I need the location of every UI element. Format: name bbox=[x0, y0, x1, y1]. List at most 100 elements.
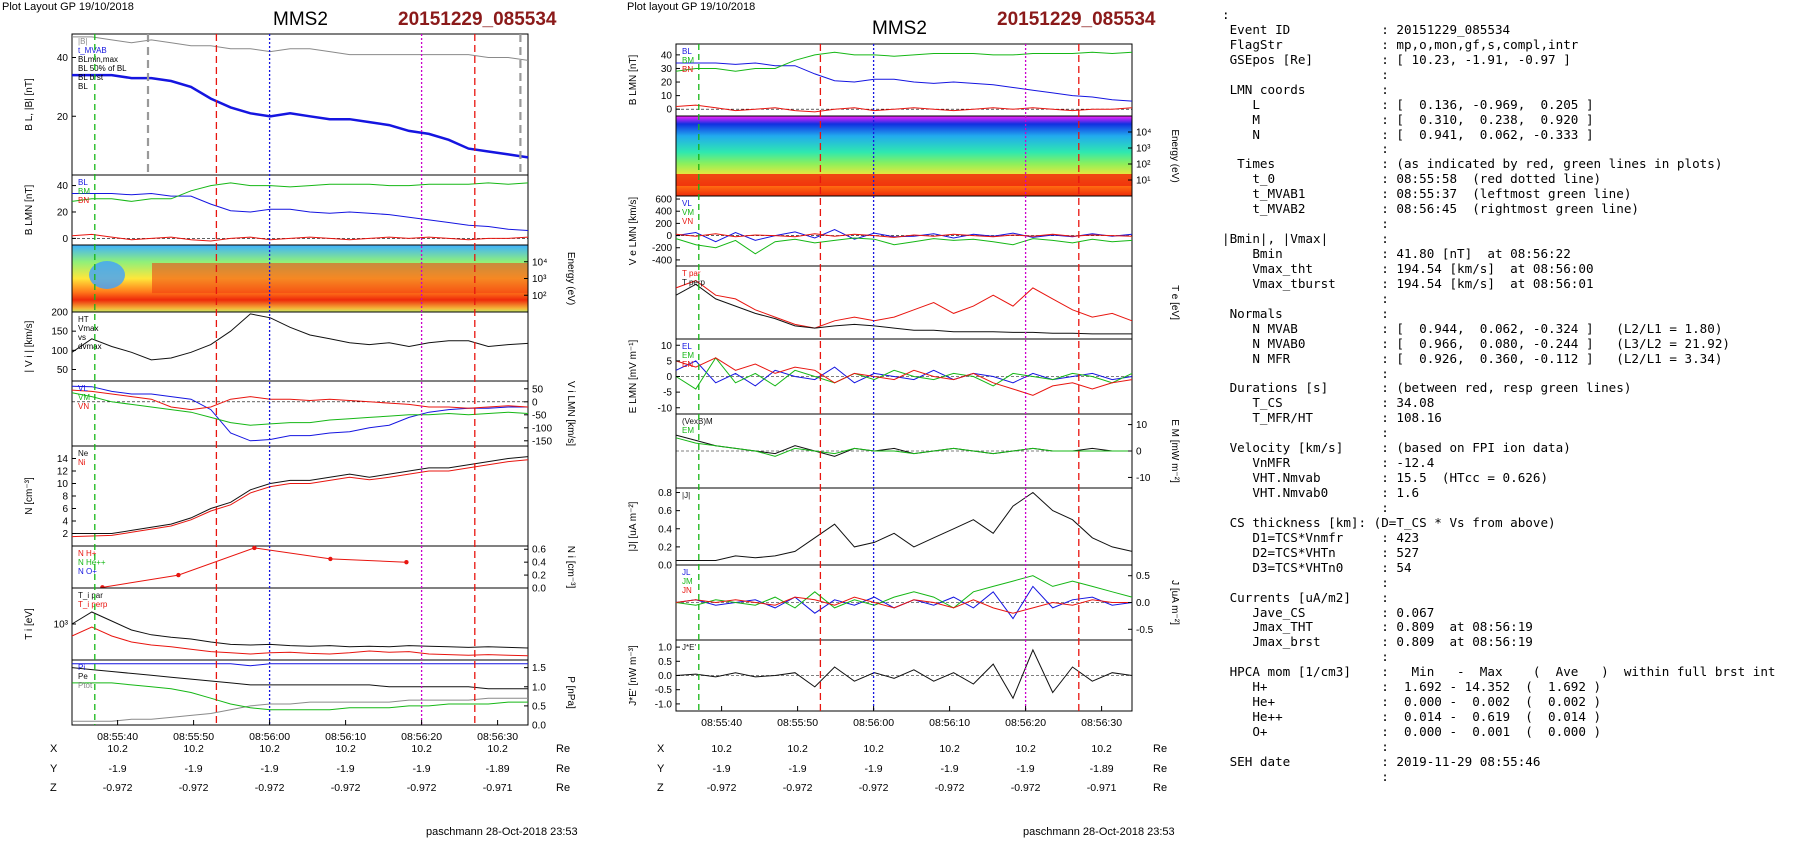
info-line-text: VHT.Nmvab : 15.5 (HTcc = 0.626) bbox=[1222, 470, 1549, 486]
point-n-he- bbox=[176, 572, 181, 578]
y-axis-label: T i [eV] bbox=[24, 608, 35, 640]
y-tick-label: 0.5 bbox=[658, 657, 672, 668]
info-line: Currents [uA/m2] : bbox=[1222, 589, 1776, 606]
right-plot-layout-label: Plot layout GP 19/10/2018 bbox=[627, 1, 756, 13]
info-line-text: N MFR : [ 0.926, 0.360, -0.112 ] (L2/L1 … bbox=[1222, 350, 1723, 366]
legend-entry: VM bbox=[682, 208, 694, 217]
info-line: Velocity [km/s] : (based on FPI ion data… bbox=[1222, 440, 1776, 456]
series-bn bbox=[675, 104, 1133, 113]
info-line-text: D2=TCS*VHTn : 527 bbox=[1222, 544, 1420, 560]
y-tick-label: 14 bbox=[57, 454, 69, 465]
series-jm bbox=[675, 575, 1133, 609]
info-line-text: VHT.Nmvab0 : 1.6 bbox=[1222, 485, 1420, 500]
info-line-text: D3=TCS*VHTn0 : 54 bbox=[1222, 559, 1412, 575]
info-line-text: |Bmin|, |Vmax| : bbox=[1222, 231, 1389, 247]
info-line-text: : bbox=[1222, 66, 1389, 82]
info-line-text: LMN coords : bbox=[1222, 81, 1389, 97]
pos-value: 10.2 bbox=[107, 743, 128, 755]
pos-value: -1.9 bbox=[713, 763, 731, 775]
series-em bbox=[675, 356, 1133, 390]
y-tick-label: -1.0 bbox=[655, 699, 673, 710]
y-tick-label: 0.2 bbox=[532, 571, 546, 582]
y-tick-label: 10 bbox=[661, 341, 673, 352]
y-tick-label: -10 bbox=[1136, 473, 1151, 484]
y-axis-label: B L, |B| [nT] bbox=[24, 78, 35, 131]
series-t-par bbox=[675, 280, 1133, 329]
x-tick-label: 08:55:40 bbox=[97, 731, 138, 743]
pos-value: -1.9 bbox=[1017, 763, 1035, 775]
pos-value: -1.9 bbox=[865, 763, 883, 775]
pos-label-z: Z bbox=[50, 782, 57, 794]
panel-frame bbox=[675, 487, 1133, 566]
legend-entry: JM bbox=[682, 577, 693, 586]
info-line: |Bmin|, |Vmax| : bbox=[1222, 231, 1776, 247]
info-line: T_CS : 34.08 bbox=[1222, 395, 1776, 411]
info-line: LMN coords : bbox=[1222, 81, 1776, 98]
legend-entry: BM bbox=[78, 187, 90, 196]
info-line-text: H+ : 1.692 - 14.352 ( 1.692 ) bbox=[1222, 679, 1602, 695]
pos-value: -0.972 bbox=[407, 782, 437, 794]
info-line: t_0 : 08:55:58 (red dotted line) bbox=[1222, 171, 1776, 187]
x-tick-label: 08:56:20 bbox=[1005, 717, 1046, 729]
info-line-text: He++ : 0.014 - 0.619 ( 0.014 ) bbox=[1222, 709, 1602, 725]
info-line-text: Currents [uA/m2] : bbox=[1222, 589, 1389, 605]
pos-label-z: Z bbox=[657, 782, 664, 794]
info-line: : bbox=[1222, 216, 1776, 232]
legend-entry: VL bbox=[682, 199, 692, 208]
y-tick-label: 6 bbox=[62, 504, 68, 515]
point-n-he- bbox=[328, 556, 333, 562]
right-event-title: 20151229_085534 bbox=[997, 9, 1156, 30]
info-line-text: t_MVAB1 : 08:55:37 (leftmost green line) bbox=[1222, 186, 1632, 202]
y-tick-label: -50 bbox=[532, 410, 547, 421]
series-pb bbox=[72, 682, 528, 711]
y-tick-label: 200 bbox=[51, 308, 68, 319]
y-tick-label: -5 bbox=[663, 388, 672, 399]
info-line: Jmax_THT : 0.809 at 08:56:19 bbox=[1222, 619, 1776, 635]
info-line: Jmax_brst : 0.809 at 08:56:19 bbox=[1222, 634, 1776, 650]
y-tick-label: 0.0 bbox=[532, 584, 546, 595]
info-line-text: FlagStr : mp,o,mon,gf,s,compl,intr bbox=[1222, 36, 1579, 52]
y-tick-label: 0 bbox=[666, 231, 672, 242]
pos-unit: Re bbox=[1153, 743, 1167, 755]
info-line: : bbox=[1222, 66, 1776, 83]
info-line-text: : bbox=[1222, 425, 1389, 441]
pos-value: 10.2 bbox=[259, 743, 280, 755]
info-line: H+ : 1.692 - 14.352 ( 1.692 ) bbox=[1222, 679, 1776, 695]
legend-entry: dvmax bbox=[78, 342, 102, 351]
pos-value: 10.2 bbox=[411, 743, 432, 755]
legend-entry: BL bbox=[682, 47, 692, 56]
info-line-text: VnMFR : -12.4 bbox=[1222, 455, 1435, 471]
pos-value: -0.972 bbox=[1011, 782, 1041, 794]
x-tick-label: 08:56:30 bbox=[1081, 717, 1122, 729]
y-tick-label: 0.0 bbox=[1136, 598, 1150, 609]
info-line: VHT.Nmvab0 : 1.6 bbox=[1222, 485, 1776, 501]
x-tick-label: 08:56:20 bbox=[401, 731, 442, 743]
point-n-he- bbox=[404, 559, 409, 565]
legend-entry: BL bbox=[78, 178, 88, 187]
info-line: : bbox=[1222, 649, 1776, 665]
legend-entry: BN bbox=[682, 65, 693, 74]
info-line-text: Jmax_THT : 0.809 at 08:56:19 bbox=[1222, 619, 1533, 635]
info-line: t_MVAB2 : 08:56:45 (rightmost green line… bbox=[1222, 201, 1776, 217]
pos-value: -0.972 bbox=[255, 782, 285, 794]
info-line-text: t_0 : 08:55:58 (red dotted line) bbox=[1222, 171, 1602, 187]
y-axis-label: E M [mW m⁻²] bbox=[1169, 419, 1180, 483]
y-tick-label: 0.5 bbox=[1136, 571, 1150, 582]
pos-value: -0.972 bbox=[859, 782, 889, 794]
series-bm bbox=[675, 51, 1133, 72]
series-bm bbox=[71, 182, 529, 202]
y-tick-label: 10² bbox=[532, 291, 547, 302]
panel-2: 10¹ 10² 10³ 10⁴ Energy (eV) bbox=[675, 115, 1180, 197]
y-tick-label: 4 bbox=[62, 517, 68, 528]
y-tick-label: 600 bbox=[655, 195, 672, 206]
info-line: Normals : bbox=[1222, 306, 1776, 322]
legend-entry: T par bbox=[682, 269, 701, 278]
info-line-text: t_MVAB2 : 08:56:45 (rightmost green line… bbox=[1222, 201, 1640, 217]
series-t-i-perp bbox=[71, 611, 529, 649]
y-tick-label: 0 bbox=[666, 105, 672, 116]
info-line: N MFR : [ 0.926, 0.360, -0.112 ] (L2/L1 … bbox=[1222, 350, 1776, 367]
series-bl bbox=[676, 62, 1133, 102]
